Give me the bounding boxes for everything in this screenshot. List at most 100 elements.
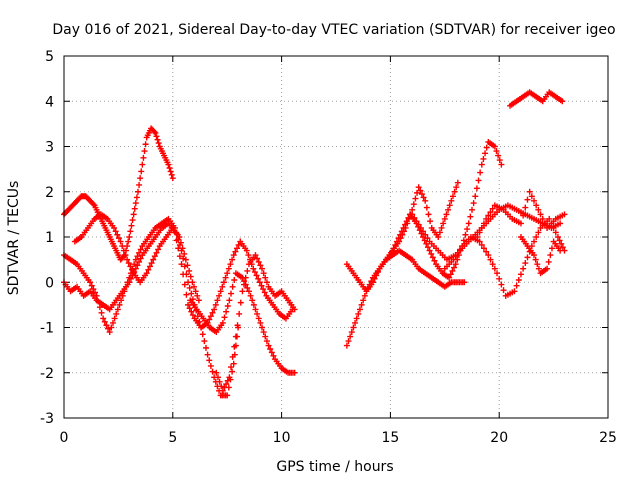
data-point <box>229 368 236 375</box>
data-point <box>517 271 524 278</box>
data-point <box>109 319 116 326</box>
data-point <box>231 343 238 350</box>
x-tick-label: 25 <box>599 430 617 446</box>
data-point <box>387 252 394 259</box>
data-point <box>496 157 503 164</box>
data-point <box>134 253 141 260</box>
data-point <box>353 315 360 322</box>
data-point <box>138 168 145 175</box>
data-point <box>128 222 135 229</box>
data-point <box>173 237 180 244</box>
data-point <box>464 226 471 233</box>
data-point <box>145 266 152 273</box>
data-point <box>115 235 122 242</box>
data-point <box>262 274 269 281</box>
data-point <box>114 231 121 238</box>
data-point <box>469 206 475 213</box>
data-point <box>531 252 538 259</box>
data-point <box>219 283 226 290</box>
data-point <box>152 129 159 136</box>
data-point <box>424 244 431 251</box>
data-point <box>414 189 421 196</box>
data-point <box>127 228 134 235</box>
data-point <box>224 270 231 277</box>
data-point <box>467 213 474 220</box>
data-point <box>561 211 568 218</box>
series-sat-m <box>507 89 566 109</box>
data-point <box>259 324 266 331</box>
data-point <box>133 194 140 201</box>
data-point <box>498 161 505 168</box>
data-point <box>552 229 559 236</box>
series-sat-f <box>213 252 298 394</box>
data-point <box>148 260 155 267</box>
data-point <box>137 175 144 182</box>
data-point <box>413 218 420 225</box>
x-axis-label: GPS time / hours <box>276 459 393 475</box>
data-point <box>443 211 450 218</box>
data-point <box>92 289 99 296</box>
y-tick-label: 5 <box>45 49 54 65</box>
data-point <box>90 201 97 208</box>
data-point <box>151 128 158 135</box>
data-point <box>184 262 191 269</box>
data-point <box>127 263 134 270</box>
data-point <box>483 144 490 151</box>
data-point <box>124 256 131 263</box>
data-point <box>237 299 244 306</box>
data-point <box>221 314 228 321</box>
data-point <box>206 316 213 323</box>
data-point <box>409 211 416 218</box>
data-point <box>559 244 566 251</box>
data-point <box>352 319 359 326</box>
data-point <box>199 331 206 338</box>
x-tick-label: 0 <box>60 430 69 446</box>
data-point <box>557 220 564 227</box>
data-point <box>137 255 144 262</box>
data-point <box>343 342 350 349</box>
data-point <box>189 312 196 319</box>
data-point <box>483 248 490 255</box>
data-point <box>155 140 162 147</box>
data-point <box>209 309 216 316</box>
data-point <box>491 143 498 150</box>
data-point <box>258 282 265 289</box>
data-point <box>462 231 469 238</box>
data-point <box>218 383 225 390</box>
data-point <box>101 318 108 325</box>
data-point <box>446 274 453 281</box>
data-point <box>515 276 522 283</box>
data-point <box>111 224 118 231</box>
data-point <box>253 272 260 279</box>
data-point <box>151 253 158 260</box>
data-point <box>449 267 456 274</box>
data-point <box>243 247 250 254</box>
data-point <box>472 193 479 200</box>
data-point <box>108 324 115 331</box>
series-sat-e <box>187 270 298 376</box>
data-point <box>524 196 531 203</box>
data-point <box>475 177 482 184</box>
data-point <box>255 258 262 265</box>
data-point <box>232 333 239 340</box>
data-point <box>227 261 234 268</box>
data-point <box>226 297 233 304</box>
data-point <box>216 292 223 299</box>
data-point <box>544 265 551 272</box>
data-point <box>450 256 457 263</box>
data-point <box>232 248 239 255</box>
data-point <box>260 286 267 293</box>
data-point <box>229 283 236 290</box>
data-point <box>261 289 268 296</box>
data-point <box>126 234 133 240</box>
data-point <box>547 252 554 259</box>
data-point <box>420 194 427 201</box>
data-point <box>358 301 365 308</box>
data-point <box>213 369 220 376</box>
data-point <box>485 212 492 219</box>
y-tick-label: 0 <box>45 275 54 291</box>
data-point <box>186 284 193 291</box>
data-point <box>369 279 376 286</box>
data-point <box>209 368 216 375</box>
data-point <box>410 201 417 208</box>
